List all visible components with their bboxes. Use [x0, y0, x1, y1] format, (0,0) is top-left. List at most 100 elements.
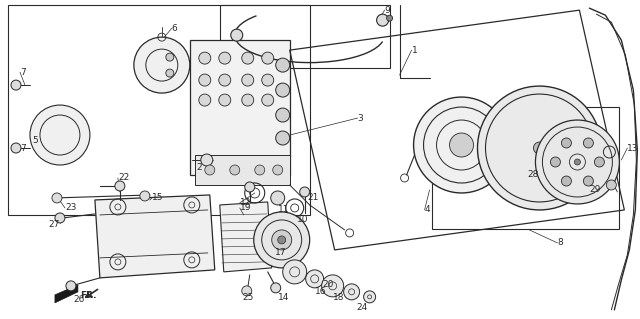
Text: 6: 6 — [172, 24, 177, 33]
Text: 27: 27 — [48, 220, 60, 229]
Circle shape — [276, 108, 290, 122]
Circle shape — [242, 286, 252, 296]
Text: 10: 10 — [297, 215, 308, 225]
Circle shape — [244, 182, 255, 192]
Text: 7: 7 — [20, 68, 26, 77]
Circle shape — [272, 230, 292, 250]
Circle shape — [273, 165, 283, 175]
Text: 8: 8 — [557, 238, 563, 248]
Circle shape — [584, 138, 593, 148]
Circle shape — [166, 69, 174, 77]
Circle shape — [11, 80, 21, 90]
Circle shape — [199, 52, 211, 64]
Text: 11: 11 — [278, 205, 289, 214]
Circle shape — [199, 94, 211, 106]
Text: 2: 2 — [196, 164, 202, 173]
Circle shape — [230, 165, 240, 175]
Circle shape — [55, 213, 65, 223]
Circle shape — [140, 191, 150, 201]
Circle shape — [271, 283, 281, 293]
Text: 3: 3 — [358, 114, 364, 122]
Circle shape — [219, 94, 231, 106]
Circle shape — [283, 260, 307, 284]
Circle shape — [300, 187, 310, 197]
Circle shape — [242, 74, 253, 86]
Circle shape — [477, 86, 602, 210]
Circle shape — [205, 165, 215, 175]
Circle shape — [219, 74, 231, 86]
Text: 9: 9 — [385, 6, 390, 15]
Text: 14: 14 — [278, 293, 289, 302]
Circle shape — [115, 181, 125, 191]
Text: 4: 4 — [424, 205, 430, 214]
Bar — [431, 107, 620, 229]
Bar — [8, 5, 310, 215]
Circle shape — [561, 176, 572, 186]
Text: 24: 24 — [356, 303, 368, 312]
Circle shape — [262, 74, 274, 86]
Circle shape — [413, 97, 509, 193]
Circle shape — [201, 154, 212, 166]
Circle shape — [262, 94, 274, 106]
Circle shape — [278, 236, 285, 244]
Text: 5: 5 — [32, 136, 38, 145]
Circle shape — [66, 281, 76, 291]
Text: 16: 16 — [315, 287, 326, 296]
Text: 12: 12 — [240, 198, 251, 207]
Circle shape — [253, 212, 310, 268]
Text: 23: 23 — [65, 204, 76, 212]
Circle shape — [387, 15, 392, 21]
Circle shape — [449, 133, 474, 157]
Text: 7: 7 — [20, 144, 26, 152]
Circle shape — [30, 105, 90, 165]
Text: 20: 20 — [323, 280, 334, 289]
Bar — [220, 5, 390, 68]
Circle shape — [134, 37, 190, 93]
Text: 28: 28 — [527, 170, 539, 180]
Polygon shape — [220, 202, 272, 272]
Text: 1: 1 — [412, 46, 417, 55]
Circle shape — [306, 270, 324, 288]
Circle shape — [520, 160, 529, 170]
Circle shape — [166, 53, 174, 61]
Text: 25: 25 — [243, 293, 254, 302]
Circle shape — [276, 131, 290, 145]
Text: 21: 21 — [308, 193, 319, 203]
Circle shape — [376, 14, 388, 26]
Circle shape — [536, 120, 620, 204]
Text: 13: 13 — [627, 144, 639, 152]
Circle shape — [344, 284, 360, 300]
Text: 15: 15 — [152, 193, 163, 203]
Bar — [190, 40, 290, 175]
Circle shape — [199, 74, 211, 86]
Circle shape — [606, 180, 616, 190]
Circle shape — [271, 191, 285, 205]
Circle shape — [322, 275, 344, 297]
Circle shape — [242, 52, 253, 64]
Circle shape — [11, 143, 21, 153]
Text: 26: 26 — [73, 295, 84, 304]
Circle shape — [575, 159, 580, 165]
Circle shape — [231, 29, 243, 41]
Circle shape — [52, 193, 62, 203]
Polygon shape — [55, 285, 78, 303]
Bar — [195, 155, 290, 185]
Circle shape — [262, 52, 274, 64]
Circle shape — [364, 291, 376, 303]
Circle shape — [550, 157, 561, 167]
Circle shape — [584, 176, 593, 186]
Text: 17: 17 — [275, 249, 286, 257]
Text: 19: 19 — [240, 204, 252, 212]
Text: FR.: FR. — [80, 291, 97, 300]
Text: 18: 18 — [333, 293, 344, 302]
Text: 22: 22 — [118, 174, 129, 182]
Circle shape — [595, 157, 604, 167]
Polygon shape — [95, 195, 215, 278]
Circle shape — [255, 165, 265, 175]
Circle shape — [561, 138, 572, 148]
Text: 29: 29 — [589, 185, 601, 195]
Circle shape — [534, 142, 545, 154]
Circle shape — [276, 58, 290, 72]
Circle shape — [219, 52, 231, 64]
Circle shape — [242, 94, 253, 106]
